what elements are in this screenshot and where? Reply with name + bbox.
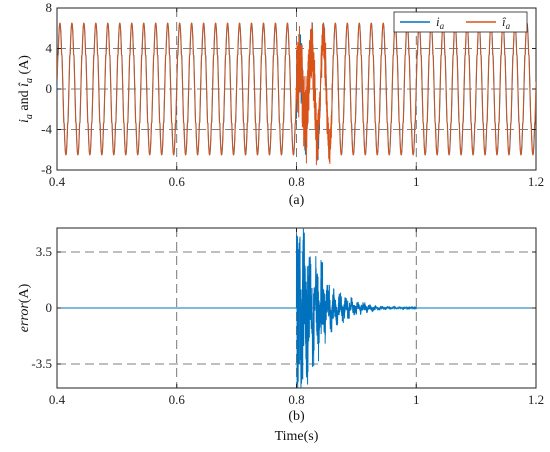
x-tick-label: 0.4: [49, 392, 66, 407]
x-tick-label: 1: [413, 174, 420, 189]
x-tick-label: 0.6: [169, 174, 186, 189]
x-tick-label: 0.4: [49, 174, 66, 189]
ylabel-part: î: [17, 82, 32, 87]
plot-b-xlabel: Time(s): [275, 429, 319, 444]
legend-label-main: î: [502, 14, 507, 29]
legend-label: îa: [502, 14, 511, 31]
plot-a-series-layer: [57, 22, 536, 166]
y-tick-label: 4: [46, 41, 53, 56]
legend-label-sub: a: [440, 21, 445, 31]
ylabel-part: (A): [17, 283, 32, 303]
ylabel-part: error: [17, 303, 32, 333]
legend-box: [393, 11, 528, 33]
subplot-a-label: (a): [289, 193, 305, 208]
series-line-ia-hat: [57, 22, 536, 166]
subplot-b-label: (b): [288, 409, 305, 424]
plot-b-ticks: 0.4 0.6 0.8 1 1.2 -3.5 0 3.5: [31, 228, 544, 407]
subplot-b: 0.4 0.6 0.8 1 1.2 -3.5 0 3.5 error(A) (b) Time(…: [17, 227, 544, 444]
plot-a-legend: ia îa: [393, 11, 528, 33]
y-tick-label: 0: [46, 300, 53, 315]
y-tick-label: -8: [41, 162, 52, 177]
x-tick-label: 0.8: [288, 392, 304, 407]
ylabel-part: i: [17, 119, 32, 123]
plot-b-ylabel: error(A): [17, 283, 32, 332]
y-tick-label: -3.5: [31, 356, 52, 371]
plot-a-ticks: 0.4 0.6 0.8 1 1.2 -8 -4 0 4 8: [41, 0, 544, 189]
x-tick-label: 1.2: [528, 174, 544, 189]
y-tick-label: -4: [41, 122, 52, 137]
plot-b-series-layer: [57, 228, 536, 388]
series-line-error: [57, 228, 536, 388]
y-tick-label: 8: [46, 0, 53, 15]
x-tick-label: 0.6: [169, 392, 186, 407]
x-tick-label: 0.8: [288, 174, 304, 189]
legend-label-main: i: [436, 14, 440, 29]
ylabel-part: and: [17, 87, 32, 114]
ylabel-part: (A): [17, 55, 32, 78]
x-tick-label: 1: [413, 392, 420, 407]
legend-label: ia: [436, 14, 445, 31]
plot-a-ylabel: ia and îa (A): [17, 55, 35, 123]
y-tick-label: 0: [46, 81, 53, 96]
y-tick-label: 3.5: [36, 244, 52, 259]
ylabel-part: a: [24, 78, 35, 83]
x-tick-label: 1.2: [528, 392, 544, 407]
ylabel-part: a: [24, 114, 35, 119]
legend-label-sub: a: [506, 21, 511, 31]
